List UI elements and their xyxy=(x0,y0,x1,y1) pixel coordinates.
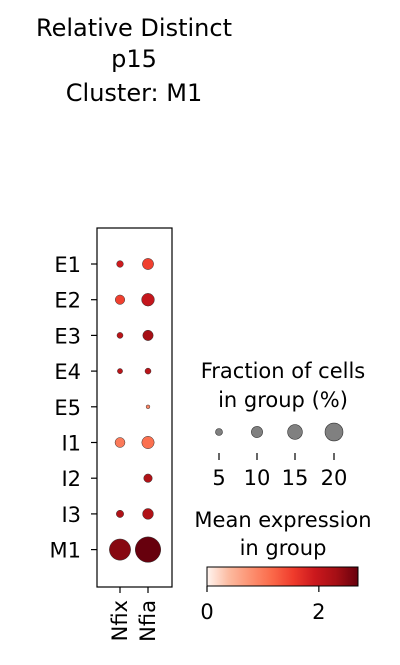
dot xyxy=(144,367,152,375)
colorbar-tick-label: 0 xyxy=(200,600,213,624)
size-legend-dot xyxy=(251,426,263,438)
plot-frame xyxy=(96,227,173,588)
size-legend-dot xyxy=(287,424,303,440)
dot xyxy=(117,368,123,374)
size-legend-title-line-2: in group (%) xyxy=(218,388,348,412)
y-tick-label: M1 xyxy=(50,539,81,563)
y-tick-label: E1 xyxy=(54,253,81,277)
x-axis: Nfix Nfia xyxy=(108,587,160,642)
title-line-2: p15 xyxy=(111,45,157,73)
dot xyxy=(142,329,154,341)
y-tick-label: E2 xyxy=(54,289,81,313)
y-tick-label: E5 xyxy=(54,396,81,420)
dot xyxy=(145,404,151,409)
size-legend-dot xyxy=(324,422,344,442)
color-legend-title-line-2: in group xyxy=(240,536,327,560)
size-legend-dot xyxy=(215,428,223,436)
dot xyxy=(143,473,153,483)
y-tick-label: E3 xyxy=(54,324,81,348)
size-legend-label: 10 xyxy=(244,466,271,490)
chart-title: Relative Distinct p15 Cluster: M1 xyxy=(36,14,232,107)
y-tick-label: I3 xyxy=(61,503,81,527)
title-line-1: Relative Distinct xyxy=(36,14,232,42)
dot xyxy=(114,437,126,448)
size-legend-label: 15 xyxy=(282,466,309,490)
y-tick-label: I1 xyxy=(61,432,81,456)
dot xyxy=(141,293,155,307)
x-tick-label: Nfia xyxy=(136,600,160,642)
dot xyxy=(116,509,124,518)
y-tick-label: I2 xyxy=(61,467,81,491)
dot xyxy=(115,294,125,305)
dot xyxy=(116,332,124,339)
dot xyxy=(141,436,155,449)
size-legend-title-line-1: Fraction of cells xyxy=(201,359,366,383)
dot-grid xyxy=(109,258,161,563)
size-legend-label: 5 xyxy=(212,466,225,490)
y-tick-label: E4 xyxy=(54,360,81,384)
colorbar-tick-label: 2 xyxy=(312,600,325,624)
dot xyxy=(142,508,154,520)
dot xyxy=(142,258,154,270)
title-line-3: Cluster: M1 xyxy=(66,79,202,107)
size-legend: Fraction of cells in group (%) 5 10 15 20 xyxy=(201,359,366,490)
colorbar xyxy=(206,566,359,587)
dot xyxy=(135,536,161,563)
color-legend-title-line-1: Mean expression xyxy=(194,508,371,532)
dot xyxy=(116,260,124,268)
y-axis: E1 E2 E3 E4 E5 I1 I2 I3 M1 xyxy=(50,253,97,563)
size-legend-items: 5 10 15 20 xyxy=(212,422,348,490)
dot xyxy=(109,538,131,561)
x-tick-label: Nfix xyxy=(108,600,132,641)
size-legend-label: 20 xyxy=(321,466,348,490)
